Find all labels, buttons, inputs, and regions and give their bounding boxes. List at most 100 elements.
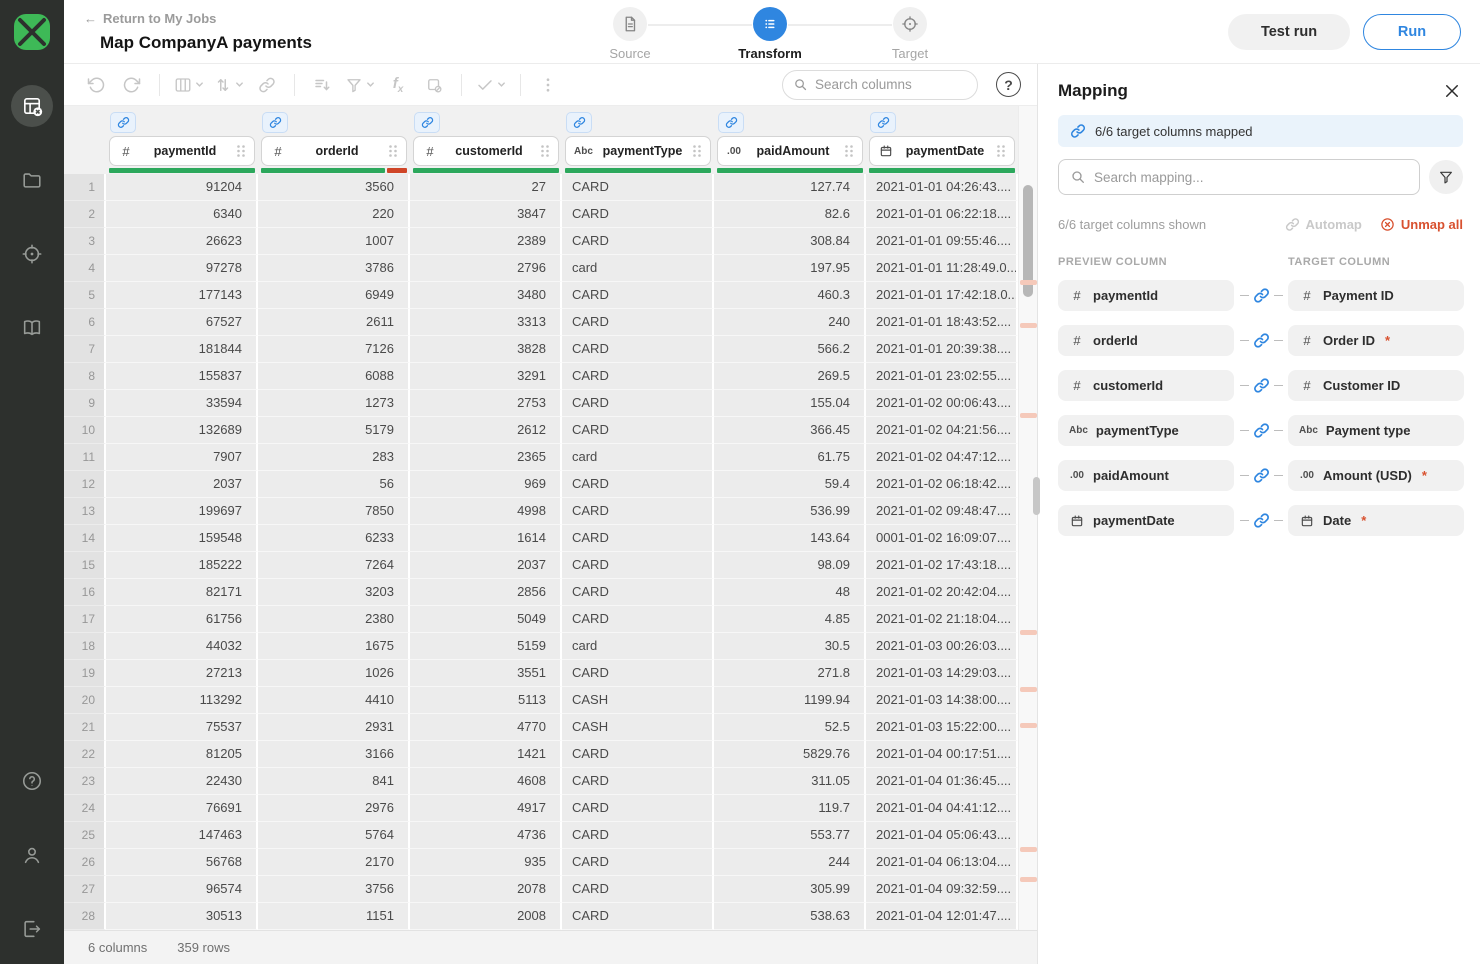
app-logo-icon[interactable] <box>11 11 53 53</box>
cell-paidAmount[interactable]: 82.6 <box>714 201 866 228</box>
cell-paymentDate[interactable]: 2021-01-01 17:42:18.0... <box>866 282 1018 309</box>
column-header-paidAmount[interactable]: .00 paidAmount <box>717 136 863 166</box>
cell-customerId[interactable]: 5049 <box>410 606 562 633</box>
cell-orderId[interactable]: 1151 <box>258 903 410 930</box>
cell-paymentDate[interactable]: 2021-01-02 06:18:42.... <box>866 471 1018 498</box>
cell-paymentType[interactable]: CARD <box>562 795 714 822</box>
filter-button[interactable] <box>345 70 375 100</box>
automap-button[interactable]: Automap <box>1285 217 1362 232</box>
cell-paymentType[interactable]: CASH <box>562 687 714 714</box>
cell-paymentDate[interactable]: 2021-01-01 20:39:38.... <box>866 336 1018 363</box>
column-header-orderId[interactable]: # orderId <box>261 136 407 166</box>
cell-paymentDate[interactable]: 2021-01-01 06:22:18.... <box>866 201 1018 228</box>
mapping-link-icon[interactable] <box>1253 467 1270 484</box>
cell-orderId[interactable]: 2931 <box>258 714 410 741</box>
cell-orderId[interactable]: 7850 <box>258 498 410 525</box>
cell-paymentDate[interactable]: 2021-01-02 04:47:12.... <box>866 444 1018 471</box>
cell-paidAmount[interactable]: 143.64 <box>714 525 866 552</box>
cell-paymentId[interactable]: 81205 <box>106 741 258 768</box>
cell-customerId[interactable]: 1421 <box>410 741 562 768</box>
cell-paymentDate[interactable]: 2021-01-02 09:48:47.... <box>866 498 1018 525</box>
preview-column-pill[interactable]: # orderId <box>1058 325 1234 356</box>
target-column-pill[interactable]: # Customer ID <box>1288 370 1464 401</box>
cell-paidAmount[interactable]: 127.74 <box>714 174 866 201</box>
cell-paymentId[interactable]: 56768 <box>106 849 258 876</box>
back-link[interactable]: ← Return to My Jobs <box>84 11 216 26</box>
target-step-icon[interactable] <box>893 7 927 41</box>
row-number[interactable]: 6 <box>64 309 106 336</box>
close-icon[interactable] <box>1441 80 1463 102</box>
cell-customerId[interactable]: 935 <box>410 849 562 876</box>
cell-paymentType[interactable]: CARD <box>562 606 714 633</box>
cell-paymentType[interactable]: CARD <box>562 201 714 228</box>
cell-customerId[interactable]: 3828 <box>410 336 562 363</box>
cell-paymentType[interactable]: CARD <box>562 471 714 498</box>
cell-paymentId[interactable]: 181844 <box>106 336 258 363</box>
row-number[interactable]: 7 <box>64 336 106 363</box>
cell-paymentType[interactable]: CARD <box>562 282 714 309</box>
cell-paymentDate[interactable]: 2021-01-02 21:18:04.... <box>866 606 1018 633</box>
row-filter-button[interactable] <box>309 70 335 100</box>
cell-paymentId[interactable]: 44032 <box>106 633 258 660</box>
cell-paymentDate[interactable]: 2021-01-04 01:36:45.... <box>866 768 1018 795</box>
row-number[interactable]: 1 <box>64 174 106 201</box>
cell-paidAmount[interactable]: 59.4 <box>714 471 866 498</box>
cell-orderId[interactable]: 220 <box>258 201 410 228</box>
cell-paymentId[interactable]: 185222 <box>106 552 258 579</box>
cell-customerId[interactable]: 969 <box>410 471 562 498</box>
row-number[interactable]: 24 <box>64 795 106 822</box>
cell-paymentType[interactable]: CASH <box>562 714 714 741</box>
cell-customerId[interactable]: 2796 <box>410 255 562 282</box>
cell-orderId[interactable]: 2611 <box>258 309 410 336</box>
row-number[interactable]: 5 <box>64 282 106 309</box>
cell-orderId[interactable]: 3166 <box>258 741 410 768</box>
cell-orderId[interactable]: 4410 <box>258 687 410 714</box>
cell-paymentId[interactable]: 7907 <box>106 444 258 471</box>
cell-paidAmount[interactable]: 1199.94 <box>714 687 866 714</box>
cell-customerId[interactable]: 4917 <box>410 795 562 822</box>
cell-paymentDate[interactable]: 2021-01-02 04:21:56.... <box>866 417 1018 444</box>
more-options-button[interactable] <box>535 70 561 100</box>
cell-paidAmount[interactable]: 98.09 <box>714 552 866 579</box>
cell-paymentType[interactable]: CARD <box>562 417 714 444</box>
test-run-button[interactable]: Test run <box>1228 14 1350 50</box>
cell-customerId[interactable]: 1614 <box>410 525 562 552</box>
cell-customerId[interactable]: 2037 <box>410 552 562 579</box>
cell-paymentDate[interactable]: 0001-01-02 16:09:07.... <box>866 525 1018 552</box>
row-number[interactable]: 27 <box>64 876 106 903</box>
cell-customerId[interactable]: 5113 <box>410 687 562 714</box>
row-number[interactable]: 15 <box>64 552 106 579</box>
cell-paymentDate[interactable]: 2021-01-01 23:02:55.... <box>866 363 1018 390</box>
cell-paymentType[interactable]: CARD <box>562 768 714 795</box>
cell-paidAmount[interactable]: 566.2 <box>714 336 866 363</box>
column-header-paymentId[interactable]: # paymentId <box>109 136 255 166</box>
cell-paymentType[interactable]: CARD <box>562 822 714 849</box>
cell-paymentType[interactable]: CARD <box>562 903 714 930</box>
cell-paidAmount[interactable]: 553.77 <box>714 822 866 849</box>
row-number[interactable]: 25 <box>64 822 106 849</box>
cell-customerId[interactable]: 2856 <box>410 579 562 606</box>
cell-paymentType[interactable]: CARD <box>562 849 714 876</box>
cell-paymentType[interactable]: CARD <box>562 660 714 687</box>
toolbar-help-icon[interactable]: ? <box>996 72 1021 97</box>
cell-paidAmount[interactable]: 240 <box>714 309 866 336</box>
cell-paymentDate[interactable]: 2021-01-04 12:01:47.... <box>866 903 1018 930</box>
cell-orderId[interactable]: 3786 <box>258 255 410 282</box>
cell-paymentType[interactable]: CARD <box>562 579 714 606</box>
search-mapping-input[interactable] <box>1094 169 1408 185</box>
cell-paymentType[interactable]: CARD <box>562 174 714 201</box>
cell-paymentDate[interactable]: 2021-01-01 09:55:46.... <box>866 228 1018 255</box>
cell-paidAmount[interactable]: 155.04 <box>714 390 866 417</box>
target-column-pill[interactable]: # Order ID * <box>1288 325 1464 356</box>
row-number[interactable]: 11 <box>64 444 106 471</box>
row-number[interactable]: 10 <box>64 417 106 444</box>
validate-button[interactable] <box>476 70 506 100</box>
sidebar-item-targets[interactable] <box>11 233 53 275</box>
cell-paymentId[interactable]: 67527 <box>106 309 258 336</box>
target-column-pill[interactable]: # Payment ID <box>1288 280 1464 311</box>
cell-orderId[interactable]: 1007 <box>258 228 410 255</box>
row-number[interactable]: 28 <box>64 903 106 930</box>
cell-orderId[interactable]: 5764 <box>258 822 410 849</box>
cell-paymentId[interactable]: 97278 <box>106 255 258 282</box>
cell-paymentId[interactable]: 147463 <box>106 822 258 849</box>
